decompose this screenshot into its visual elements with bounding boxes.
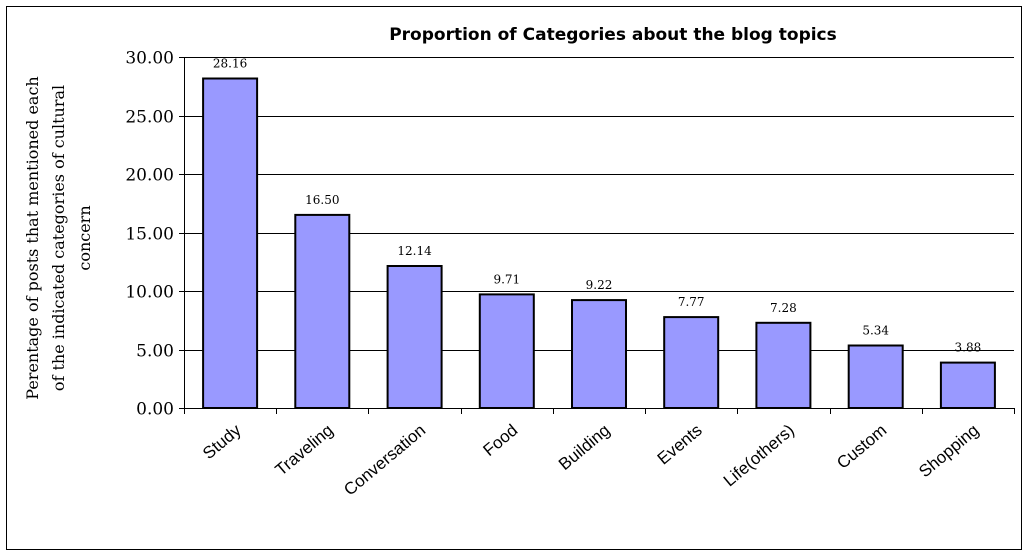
bar-events — [663, 316, 720, 410]
y-tick-label: 10.00 — [125, 283, 174, 303]
x-axis — [184, 408, 1015, 414]
data-label: 9.71 — [493, 272, 520, 286]
y-axis-label-line-2: of the indicated categories of cultural — [49, 85, 68, 391]
data-label: 5.34 — [862, 324, 889, 338]
data-label: 16.50 — [305, 193, 339, 207]
data-label: 7.28 — [770, 301, 797, 315]
data-label: 3.88 — [955, 341, 982, 355]
y-tick-label: 5.00 — [136, 342, 174, 362]
y-axis-ticks: 0.00 5.00 10.00 15.00 20.00 25.00 30.00 — [125, 49, 185, 420]
y-tick-label: 20.00 — [125, 166, 174, 186]
y-tick-label: 30.00 — [125, 49, 174, 69]
bar-shopping — [939, 361, 996, 410]
bars — [202, 77, 996, 410]
y-axis-label-line-1: Perentage of posts that mentioned each — [23, 76, 42, 399]
bar-custom — [847, 344, 904, 409]
y-tick-label: 15.00 — [125, 225, 174, 245]
bar-life-others — [755, 321, 812, 409]
data-label: 9.22 — [586, 278, 613, 292]
data-labels: 28.16 16.50 12.14 9.71 9.22 7.77 7.28 5.34 3.88 — [213, 57, 981, 355]
y-axis-label-line-3: concern — [75, 205, 94, 270]
data-label: 7.77 — [678, 295, 705, 309]
y-axis-label: Perentage of posts that mentioned each o… — [23, 76, 94, 399]
bar-study — [202, 77, 259, 409]
y-tick-label: 0.00 — [136, 400, 174, 420]
data-label: 12.14 — [397, 244, 432, 258]
chart-frame — [6, 6, 1022, 550]
bar-conversation — [386, 265, 443, 409]
bar-food — [478, 293, 535, 409]
data-label: 28.16 — [213, 57, 247, 71]
bar-traveling — [294, 213, 351, 409]
chart-title: Proportion of Categories about the blog … — [389, 25, 837, 45]
bar-building — [571, 299, 627, 410]
y-tick-label: 25.00 — [125, 108, 174, 128]
